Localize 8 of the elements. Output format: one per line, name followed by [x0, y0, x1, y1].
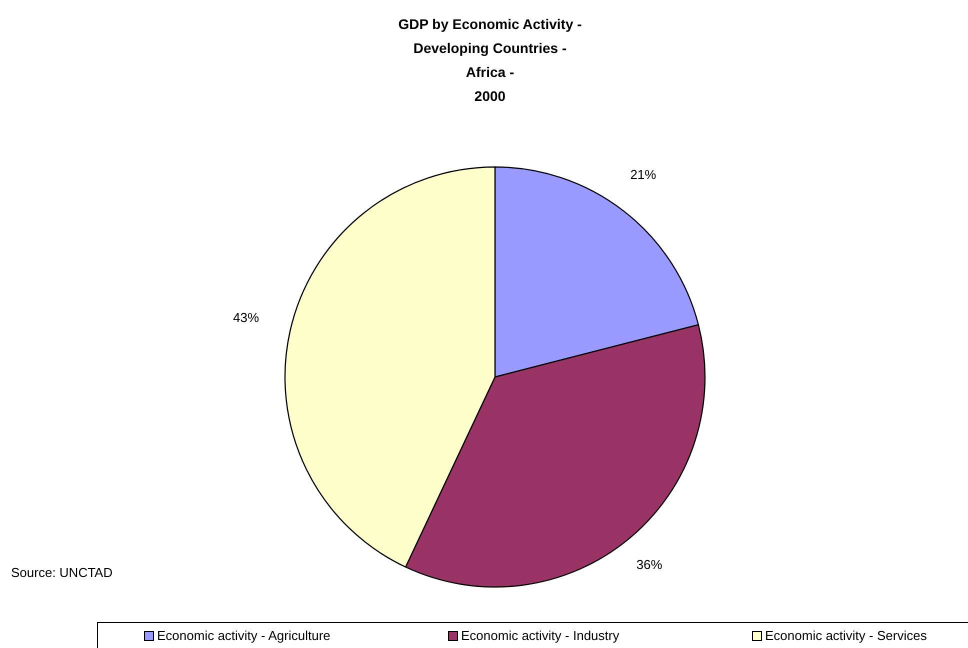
data-label: 36%	[636, 557, 663, 572]
legend-label: Economic activity - Agriculture	[157, 628, 330, 643]
data-label: 43%	[233, 310, 260, 325]
legend-label: Economic activity - Industry	[461, 628, 620, 643]
legend-label: Economic activity - Services	[765, 628, 927, 643]
chart-title: GDP by Economic Activity - Developing Countries - Africa - 2000	[397, 15, 583, 106]
data-label: 21%	[630, 166, 657, 182]
source-note: Source: UNCTAD	[11, 565, 113, 580]
